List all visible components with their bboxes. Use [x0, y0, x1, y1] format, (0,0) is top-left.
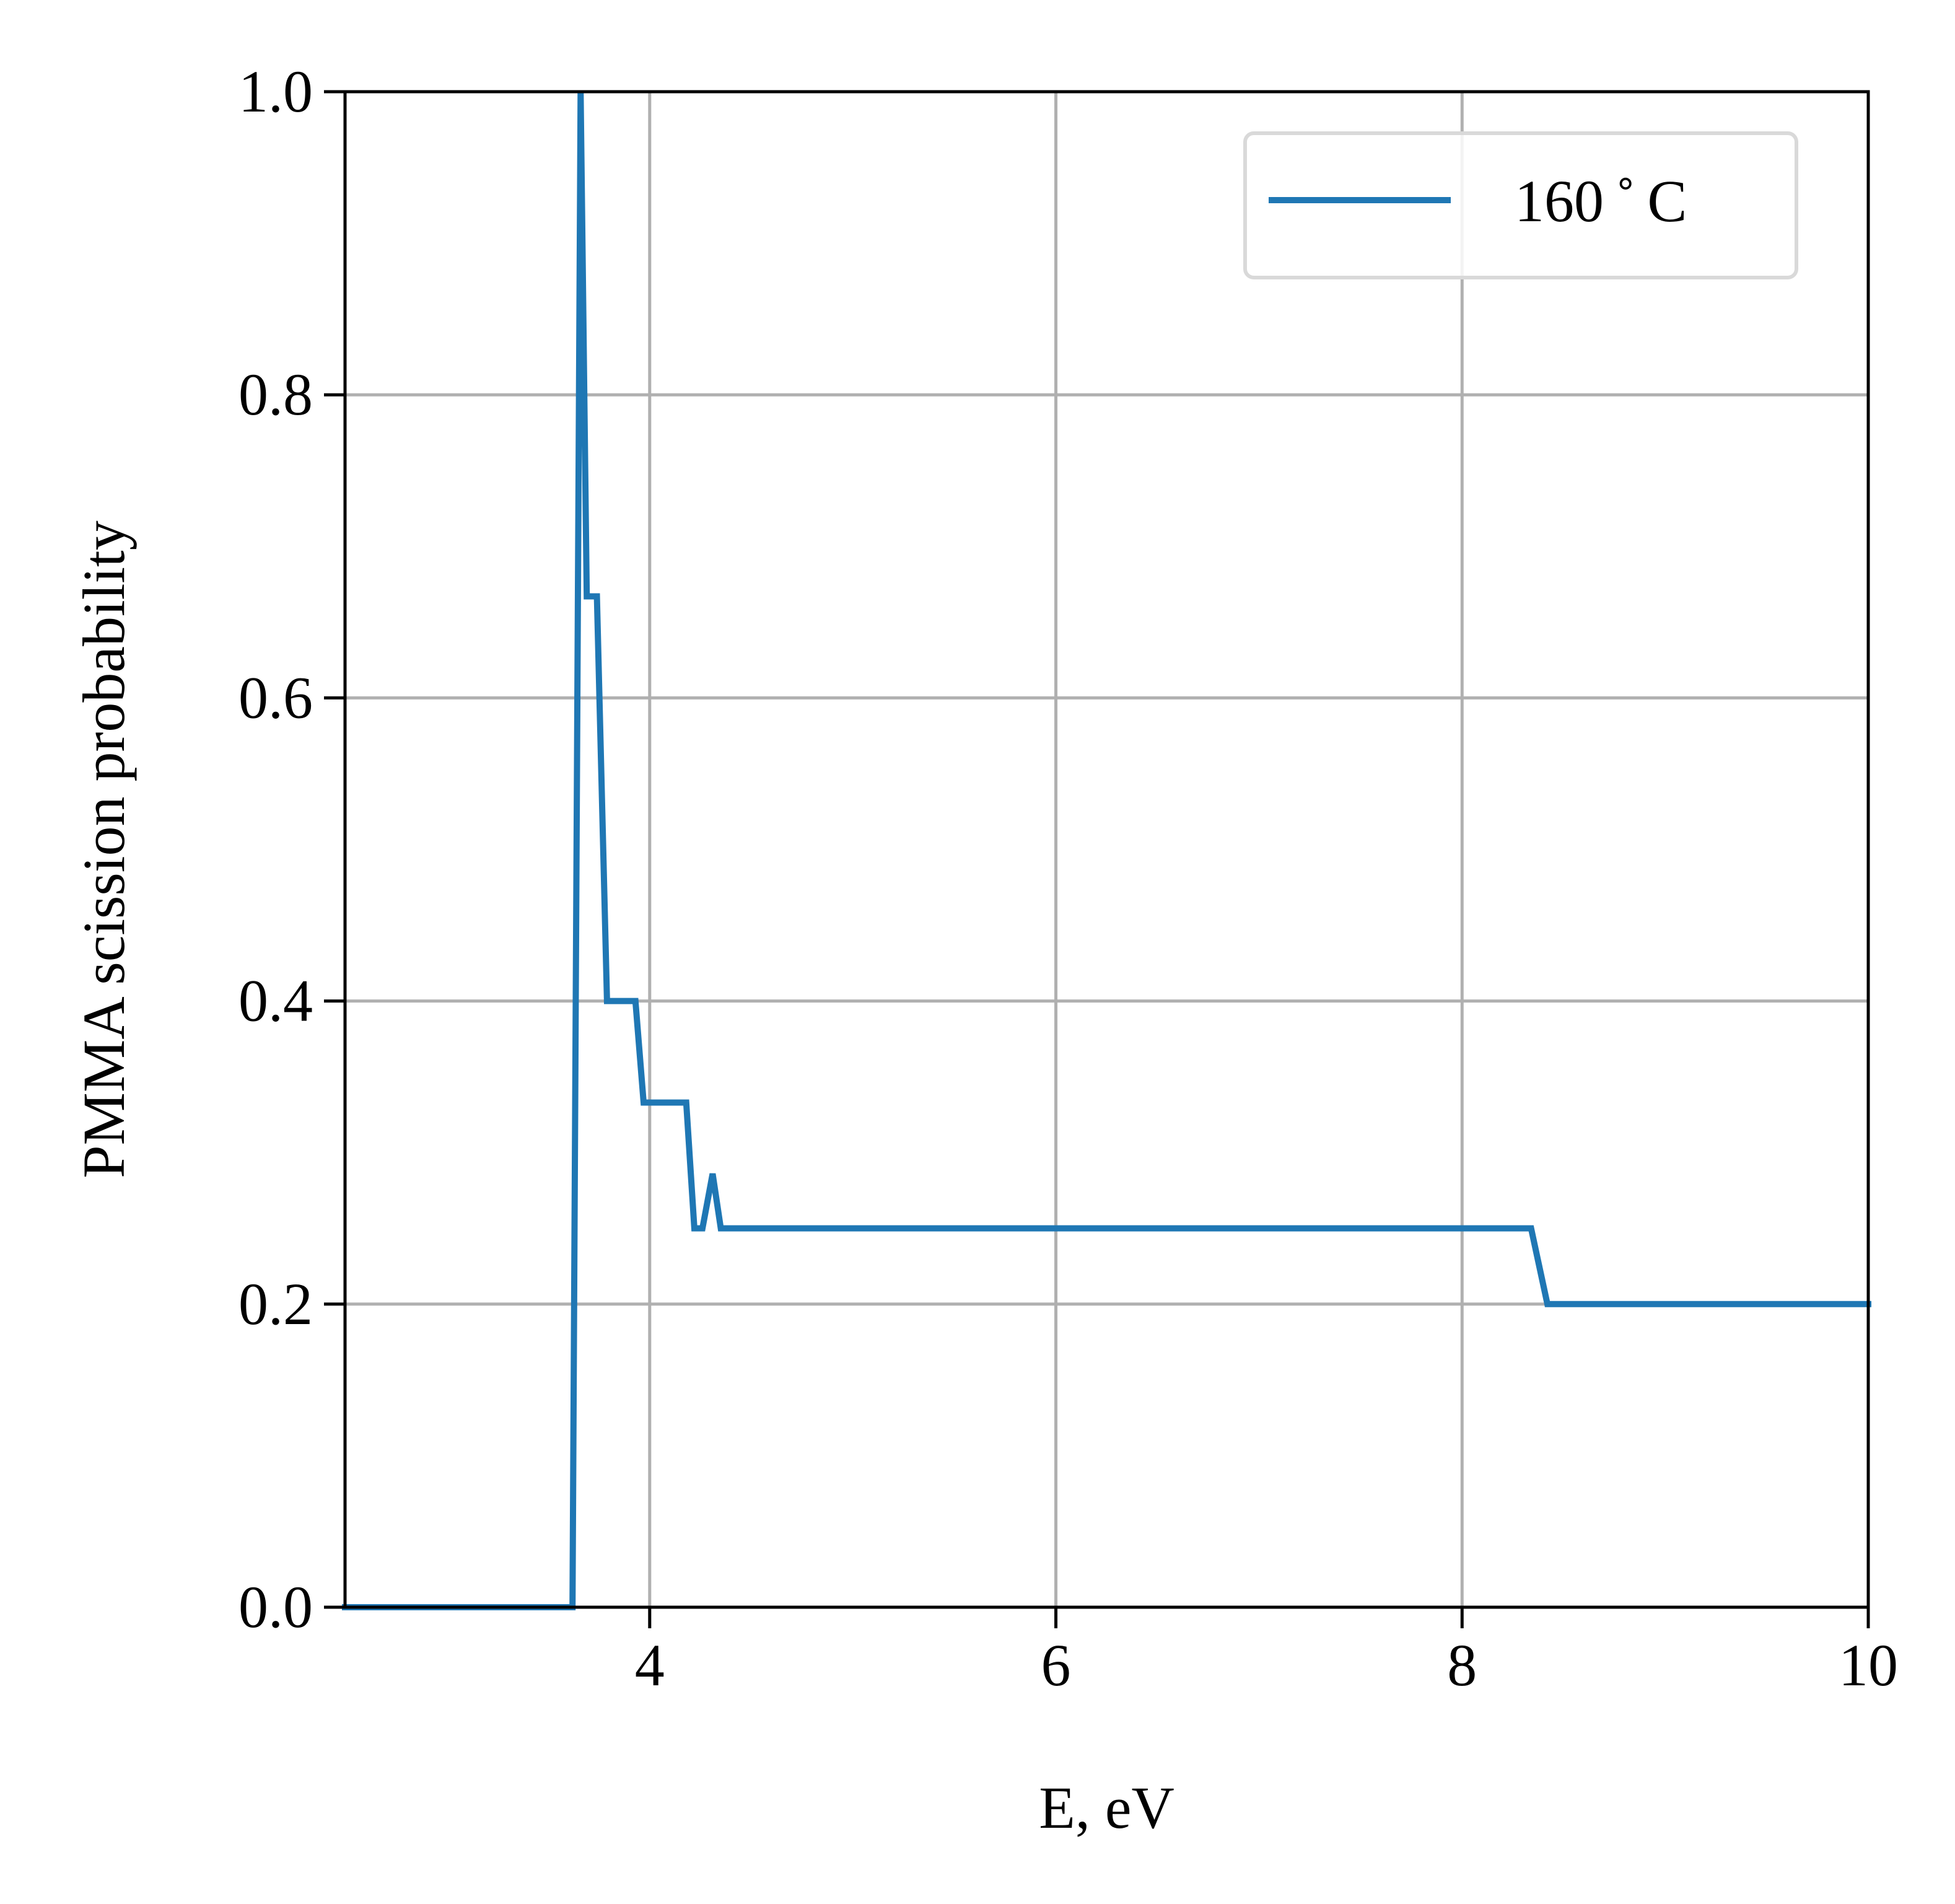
y-tick-label: 0.2	[238, 1271, 313, 1337]
x-tick-label: 8	[1447, 1632, 1477, 1698]
x-tick-label: 6	[1041, 1632, 1071, 1698]
y-tick-label: 1.0	[238, 58, 313, 125]
x-tick-label: 10	[1839, 1632, 1898, 1698]
series-line	[342, 91, 1871, 1610]
legend-label: 160 ˚ C	[1515, 168, 1687, 234]
x-axis-label: E, eV	[1039, 1775, 1174, 1841]
y-tick-label: 0.4	[238, 968, 313, 1034]
y-tick-label: 0.6	[238, 664, 313, 730]
ticks: 4 6 8 10 0.0 0.2 0.4 0.6 0.8 1.0	[238, 58, 1898, 1698]
x-tick-label: 4	[635, 1632, 665, 1698]
plot-frame	[343, 90, 1870, 1609]
series-layer	[342, 91, 1871, 1610]
y-tick-label: 0.8	[238, 361, 313, 428]
legend: 160 ˚ C	[1243, 131, 1798, 279]
y-tick-label: 0.0	[238, 1574, 313, 1640]
legend-box	[1243, 131, 1798, 279]
y-axis-label: PMMA scission probability	[71, 520, 137, 1178]
